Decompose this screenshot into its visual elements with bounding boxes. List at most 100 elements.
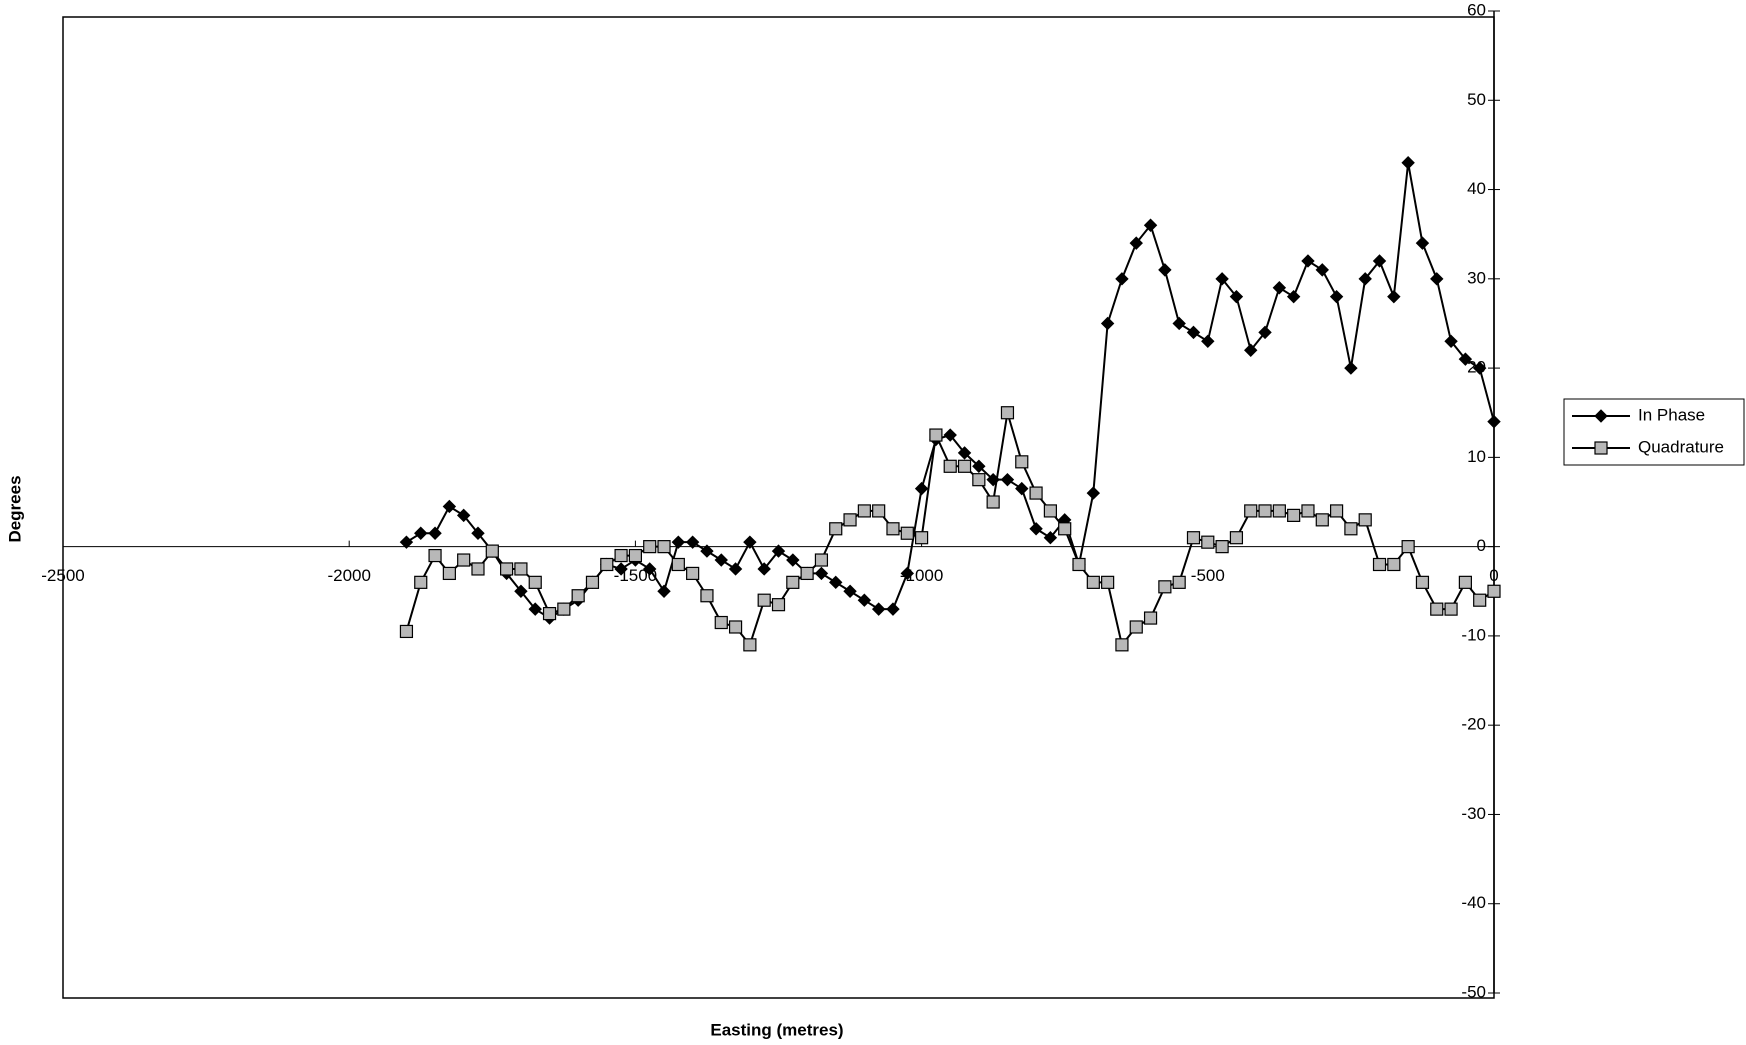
marker <box>1272 504 1286 518</box>
marker <box>414 526 428 540</box>
marker <box>1444 602 1458 616</box>
marker <box>1472 361 1487 375</box>
marker <box>843 513 857 527</box>
marker <box>1344 361 1358 375</box>
legend-box <box>1563 398 1745 466</box>
marker <box>886 602 900 616</box>
marker <box>1115 272 1129 286</box>
marker <box>814 566 829 581</box>
marker <box>1444 334 1458 349</box>
marker <box>771 544 786 558</box>
y-tick-label: -10 <box>1461 625 1486 644</box>
marker <box>500 562 514 576</box>
marker <box>957 446 972 460</box>
marker <box>1000 406 1015 420</box>
marker <box>1487 414 1501 429</box>
marker <box>600 557 614 572</box>
marker <box>414 575 428 589</box>
marker <box>614 548 628 563</box>
marker <box>643 540 657 554</box>
marker <box>1086 486 1101 500</box>
marker <box>671 535 686 549</box>
marker <box>943 428 957 442</box>
marker <box>1029 486 1043 500</box>
marker <box>1487 584 1501 598</box>
marker <box>1473 593 1487 607</box>
marker <box>399 535 414 549</box>
marker <box>1358 513 1372 527</box>
marker <box>1286 289 1301 304</box>
marker <box>871 602 886 616</box>
marker <box>714 553 728 567</box>
marker <box>1215 540 1229 554</box>
marker <box>442 566 456 581</box>
marker <box>1258 325 1272 340</box>
marker <box>514 562 528 576</box>
marker <box>829 522 843 536</box>
marker <box>1129 236 1143 250</box>
marker <box>1215 272 1229 286</box>
marker <box>1301 254 1315 268</box>
marker <box>872 504 886 518</box>
marker <box>1358 272 1372 286</box>
marker <box>829 575 843 590</box>
marker <box>657 584 671 598</box>
marker <box>857 593 872 607</box>
marker <box>900 566 914 581</box>
legend-marker <box>1594 441 1608 455</box>
marker <box>728 562 743 576</box>
marker <box>1315 263 1329 277</box>
marker <box>1186 325 1201 340</box>
marker <box>700 589 714 603</box>
marker <box>1086 575 1100 589</box>
x-tick-label: -2500 <box>41 566 84 585</box>
marker <box>456 508 471 523</box>
marker <box>471 526 485 540</box>
y-tick-label: -20 <box>1461 715 1486 734</box>
marker <box>1401 156 1415 170</box>
marker <box>914 531 929 545</box>
marker <box>628 548 643 563</box>
marker <box>643 562 657 576</box>
marker <box>1143 611 1158 625</box>
marker <box>1287 508 1301 522</box>
marker <box>943 459 957 473</box>
marker <box>757 593 771 607</box>
marker <box>1372 254 1387 268</box>
marker <box>1115 638 1129 652</box>
marker <box>1172 316 1186 331</box>
marker <box>1143 218 1158 232</box>
marker <box>1329 289 1344 304</box>
marker <box>457 553 471 567</box>
marker <box>1186 531 1201 545</box>
marker <box>399 624 414 639</box>
marker <box>743 535 757 549</box>
marker <box>900 526 914 540</box>
marker <box>671 557 685 572</box>
marker <box>1415 236 1430 250</box>
y-tick-label: -50 <box>1461 982 1486 1001</box>
marker <box>1315 513 1329 527</box>
marker <box>700 544 714 558</box>
marker <box>957 459 972 473</box>
marker <box>1101 575 1115 589</box>
marker <box>728 620 743 634</box>
marker <box>614 562 628 576</box>
marker <box>914 481 929 496</box>
legend-label: In Phase <box>1638 405 1705 424</box>
marker <box>743 638 757 652</box>
x-tick-label: 0 <box>1489 566 1498 585</box>
marker <box>571 589 585 603</box>
y-tick-label: 10 <box>1467 447 1486 466</box>
marker <box>1015 455 1029 469</box>
marker <box>1201 334 1215 349</box>
y-axis-title: Degrees <box>5 475 24 542</box>
marker <box>757 562 771 576</box>
marker <box>485 544 499 558</box>
marker <box>771 598 786 612</box>
marker <box>1372 557 1387 572</box>
marker <box>1158 263 1172 277</box>
marker <box>929 428 943 442</box>
marker <box>1072 557 1086 572</box>
